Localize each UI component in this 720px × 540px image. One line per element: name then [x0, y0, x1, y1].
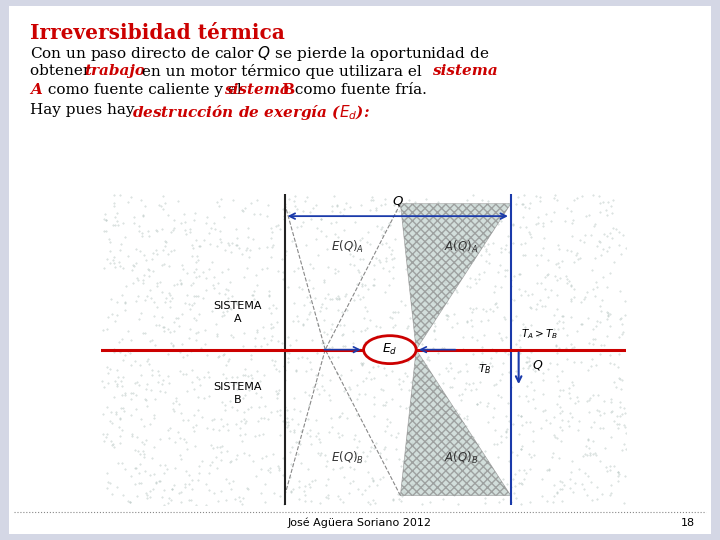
Text: $T_B$: $T_B$ — [477, 362, 491, 376]
Text: sistema: sistema — [432, 64, 498, 78]
Text: 18: 18 — [680, 518, 695, 528]
Text: $Q$: $Q$ — [532, 358, 543, 372]
Text: Con un paso directo de calor $Q$ se pierde la oportunidad de: Con un paso directo de calor $Q$ se pier… — [30, 44, 490, 63]
Text: Hay pues hay: Hay pues hay — [30, 103, 140, 117]
Text: A: A — [30, 83, 42, 97]
Text: $A(Q)_A$: $A(Q)_A$ — [444, 239, 478, 255]
Text: SISTEMA
A: SISTEMA A — [213, 301, 261, 324]
Polygon shape — [400, 204, 510, 350]
Ellipse shape — [364, 336, 416, 363]
Text: $E(Q)_B$: $E(Q)_B$ — [331, 450, 364, 467]
Text: SISTEMA
B: SISTEMA B — [213, 382, 261, 404]
Text: sistema: sistema — [224, 83, 289, 97]
Polygon shape — [400, 350, 510, 496]
Text: José Agüera Soriano 2012: José Agüera Soriano 2012 — [288, 518, 432, 528]
Text: $T_A>T_B$: $T_A>T_B$ — [521, 327, 559, 341]
Text: $E_d$: $E_d$ — [382, 342, 397, 357]
Text: en un motor térmico que utilizara el: en un motor térmico que utilizara el — [137, 64, 426, 79]
Text: $A(Q)_B$: $A(Q)_B$ — [444, 450, 478, 467]
Text: como fuente fría.: como fuente fría. — [290, 83, 427, 97]
Text: Irreversibidad térmica: Irreversibidad térmica — [30, 23, 285, 43]
Text: destrucción de exergía ($E_d$):: destrucción de exergía ($E_d$): — [132, 103, 371, 122]
Text: como fuente caliente y el: como fuente caliente y el — [43, 83, 247, 97]
Text: $Q$: $Q$ — [392, 194, 404, 208]
Text: obtener: obtener — [30, 64, 95, 78]
Text: trabajo: trabajo — [84, 64, 145, 78]
Text: B: B — [277, 83, 295, 97]
Text: $E(Q)_A$: $E(Q)_A$ — [331, 239, 364, 255]
